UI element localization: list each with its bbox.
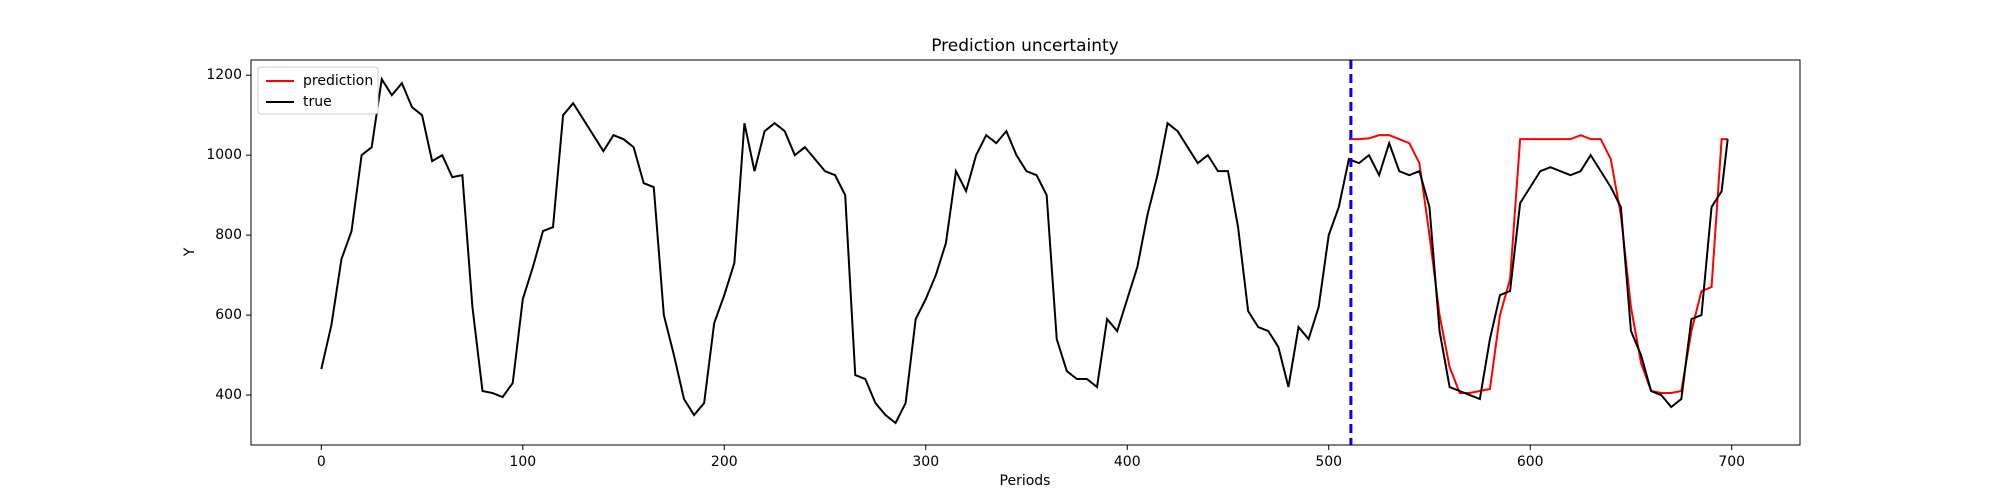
x-tick-label: 400 bbox=[1114, 454, 1141, 470]
x-tick-label: 300 bbox=[912, 454, 939, 470]
x-axis-label: Periods bbox=[1000, 473, 1051, 489]
y-tick-label: 600 bbox=[215, 307, 242, 323]
x-tick-label: 200 bbox=[711, 454, 738, 470]
y-tick-label: 400 bbox=[215, 387, 242, 403]
x-tick-label: 500 bbox=[1315, 454, 1342, 470]
plot-frame bbox=[250, 59, 1801, 446]
chart-title: Prediction uncertainty bbox=[931, 36, 1119, 56]
x-tick-label: 700 bbox=[1718, 454, 1745, 470]
x-tick-label: 100 bbox=[509, 454, 536, 470]
y-axis-label: Y bbox=[182, 247, 198, 257]
x-tick-label: 600 bbox=[1517, 454, 1544, 470]
series-line bbox=[1348, 134, 1728, 395]
series-line bbox=[320, 76, 1729, 425]
x-tick-label: 0 bbox=[317, 454, 326, 470]
y-tick-label: 1200 bbox=[206, 67, 242, 83]
y-tick-label: 800 bbox=[215, 227, 242, 243]
legend-label: prediction bbox=[303, 73, 373, 89]
y-tick-label: 1000 bbox=[206, 147, 242, 163]
legend-label: true bbox=[303, 94, 332, 110]
